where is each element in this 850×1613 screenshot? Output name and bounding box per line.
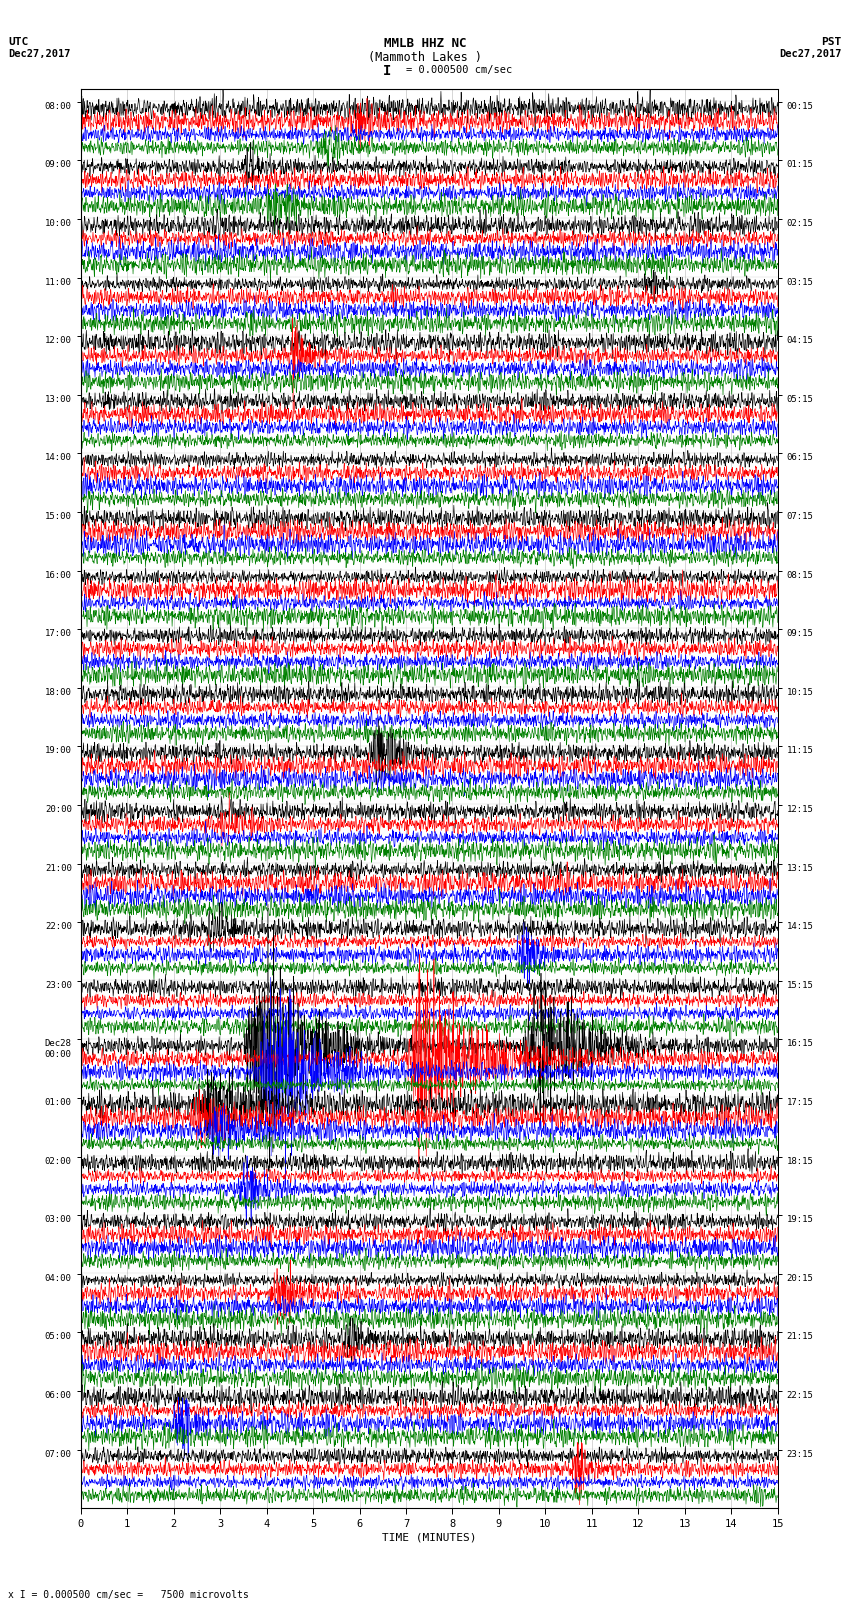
Text: PST: PST <box>821 37 842 47</box>
Text: I: I <box>382 65 391 77</box>
Text: MMLB HHZ NC: MMLB HHZ NC <box>383 37 467 50</box>
X-axis label: TIME (MINUTES): TIME (MINUTES) <box>382 1532 477 1542</box>
Text: Dec27,2017: Dec27,2017 <box>779 50 842 60</box>
Text: UTC: UTC <box>8 37 29 47</box>
Text: (Mammoth Lakes ): (Mammoth Lakes ) <box>368 50 482 65</box>
Text: x I = 0.000500 cm/sec =   7500 microvolts: x I = 0.000500 cm/sec = 7500 microvolts <box>8 1590 249 1600</box>
Text: = 0.000500 cm/sec: = 0.000500 cm/sec <box>406 65 513 74</box>
Text: Dec27,2017: Dec27,2017 <box>8 50 71 60</box>
